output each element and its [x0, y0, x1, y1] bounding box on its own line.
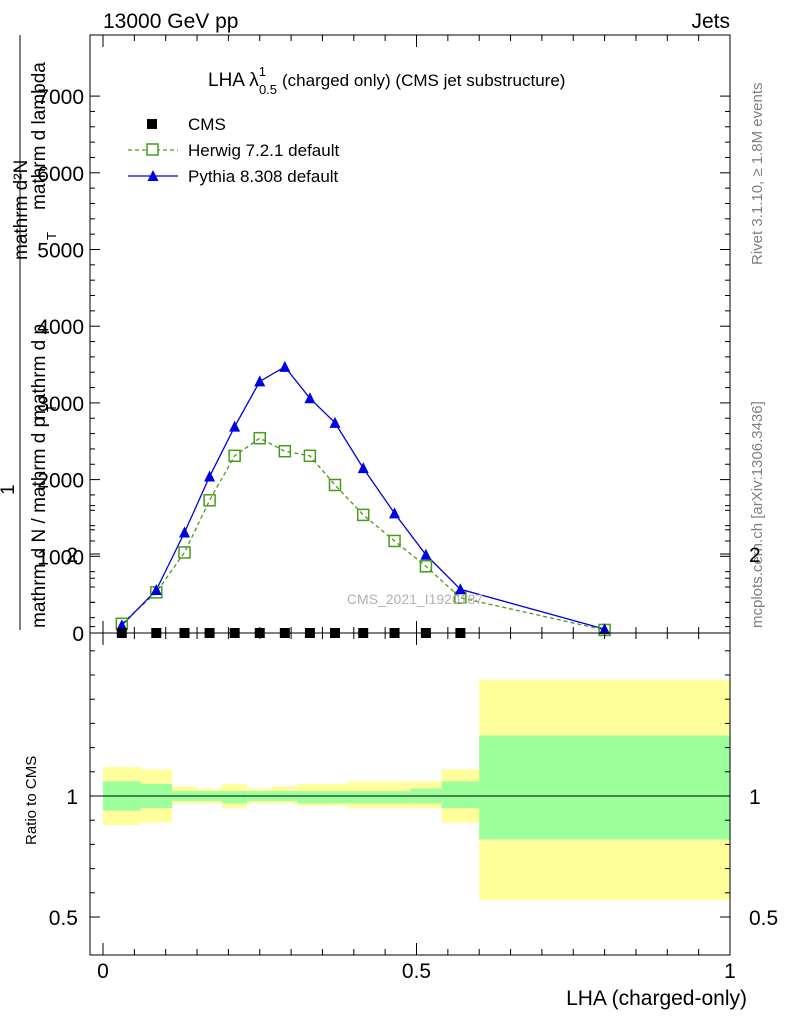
ratio-ytick-label-left: 2 — [66, 544, 78, 567]
main-ytick-label: 4000 — [37, 316, 84, 339]
ratio-ytick-label-right: 2 — [749, 544, 761, 567]
ratio-ytick-label-left: 0.5 — [49, 907, 78, 930]
pythia-point — [357, 462, 369, 474]
herwig-point — [356, 508, 370, 522]
ratio-panel: 0.5 0.5 1 1 2 2 0 0.5 1 Ratio to CMS LHA (charg… — [23, 505, 778, 1010]
pythia-point — [150, 584, 162, 596]
title-sup: 1 — [259, 64, 266, 79]
herwig-point — [303, 449, 317, 463]
herwig-point — [328, 478, 342, 492]
pythia-line — [121, 366, 605, 630]
ratio-band-inner — [441, 781, 480, 809]
pythia-point — [279, 360, 291, 372]
pythia-point — [389, 507, 401, 519]
herwig-point — [203, 494, 216, 507]
xtick-label: 1 — [724, 960, 736, 983]
ratio-ylabel: Ratio to CMS — [23, 756, 40, 845]
ratio-ytick-label-right: 1 — [749, 786, 761, 809]
main-ytick-label: 7000 — [37, 86, 84, 109]
ratio-band-inner — [347, 791, 379, 804]
pythia-point — [420, 548, 432, 560]
main-ytick-label: 0 — [72, 623, 84, 646]
main-ytick-label: 5000 — [37, 240, 84, 263]
title-rest: (charged only) (CMS jet substructure) — [282, 71, 565, 90]
ratio-band-inner — [479, 735, 730, 840]
legend: CMS Herwig 7.2.1 default Pythia 8.308 de… — [128, 115, 339, 186]
main-ytick-label: 3000 — [37, 393, 84, 416]
main-ylabel: mathrm d²N mathrm d lambda mathrm d p T … — [0, 35, 59, 630]
main-ytick-label: 1000 — [37, 546, 84, 569]
legend-herwig-label: Herwig 7.2.1 default — [188, 141, 339, 160]
rivet-label: Rivet 3.1.10, ≥ 1.8M events — [749, 83, 766, 266]
pythia-point — [204, 470, 216, 482]
ylabel-denominator: mathrm d N / mathrm d p — [29, 417, 50, 628]
ylabel-extra: mathrm d lambda — [29, 62, 50, 210]
ylabel-fraction-one: 1 — [0, 484, 19, 495]
ratio-band-inner — [322, 791, 348, 804]
herwig-point — [228, 449, 241, 463]
chart-title: LHA λ1 0.5 (charged only) (CMS jet substru… — [208, 64, 565, 97]
pythia-point — [116, 619, 128, 631]
ratio-frame — [89, 632, 731, 956]
pythia-point — [304, 392, 316, 404]
ratio-band-inner — [222, 791, 248, 804]
ylabel-sub-1: T — [44, 232, 59, 240]
title-main: LHA λ — [208, 70, 259, 91]
legend-pythia-label: Pythia 8.308 default — [188, 167, 339, 186]
herwig-point — [419, 560, 433, 573]
ratio-band-inner — [378, 791, 411, 804]
mcplots-label: mcplots.cern.ch [arXiv:1306.3436] — [749, 401, 766, 628]
ylabel-numerator2: mathrm d p — [29, 324, 50, 420]
ratio-ytick-label-left: 1 — [66, 786, 78, 809]
main-panel: 0 1000 2000 3000 4000 5000 6000 7000 CMS_2021_I… — [0, 34, 731, 646]
pythia-point — [454, 583, 466, 595]
xlabel: LHA (charged-only) — [566, 987, 747, 1010]
ylabel-sub-2: T — [44, 404, 59, 412]
xtick-label: 0 — [97, 960, 109, 983]
herwig-point — [388, 534, 401, 548]
legend-pythia-marker — [147, 170, 159, 181]
ylabel-numerator: mathrm d²N — [11, 160, 32, 260]
header-right: Jets — [691, 10, 730, 33]
main-ytick-label: 2000 — [37, 470, 84, 493]
herwig-point — [178, 546, 191, 559]
pythia-point — [329, 416, 341, 428]
legend-cms-label: CMS — [188, 115, 226, 134]
title-sub: 0.5 — [259, 82, 277, 97]
legend-herwig-marker — [146, 143, 159, 156]
herwig-point — [278, 444, 292, 458]
header-left: 13000 GeV pp — [103, 10, 238, 33]
xtick-label: 0.5 — [402, 960, 431, 983]
pythia-point — [179, 526, 191, 538]
herwig-point — [253, 431, 266, 445]
main-ytick-label: 6000 — [37, 163, 84, 186]
pythia-point — [229, 420, 241, 432]
main-frame — [89, 34, 731, 634]
watermark: CMS_2021_I1920187 — [347, 591, 483, 607]
pythia-point — [254, 375, 266, 387]
ratio-band-inner — [297, 791, 323, 804]
ratio-ytick-label-right: 0.5 — [749, 907, 778, 930]
legend-cms-marker — [147, 119, 157, 129]
